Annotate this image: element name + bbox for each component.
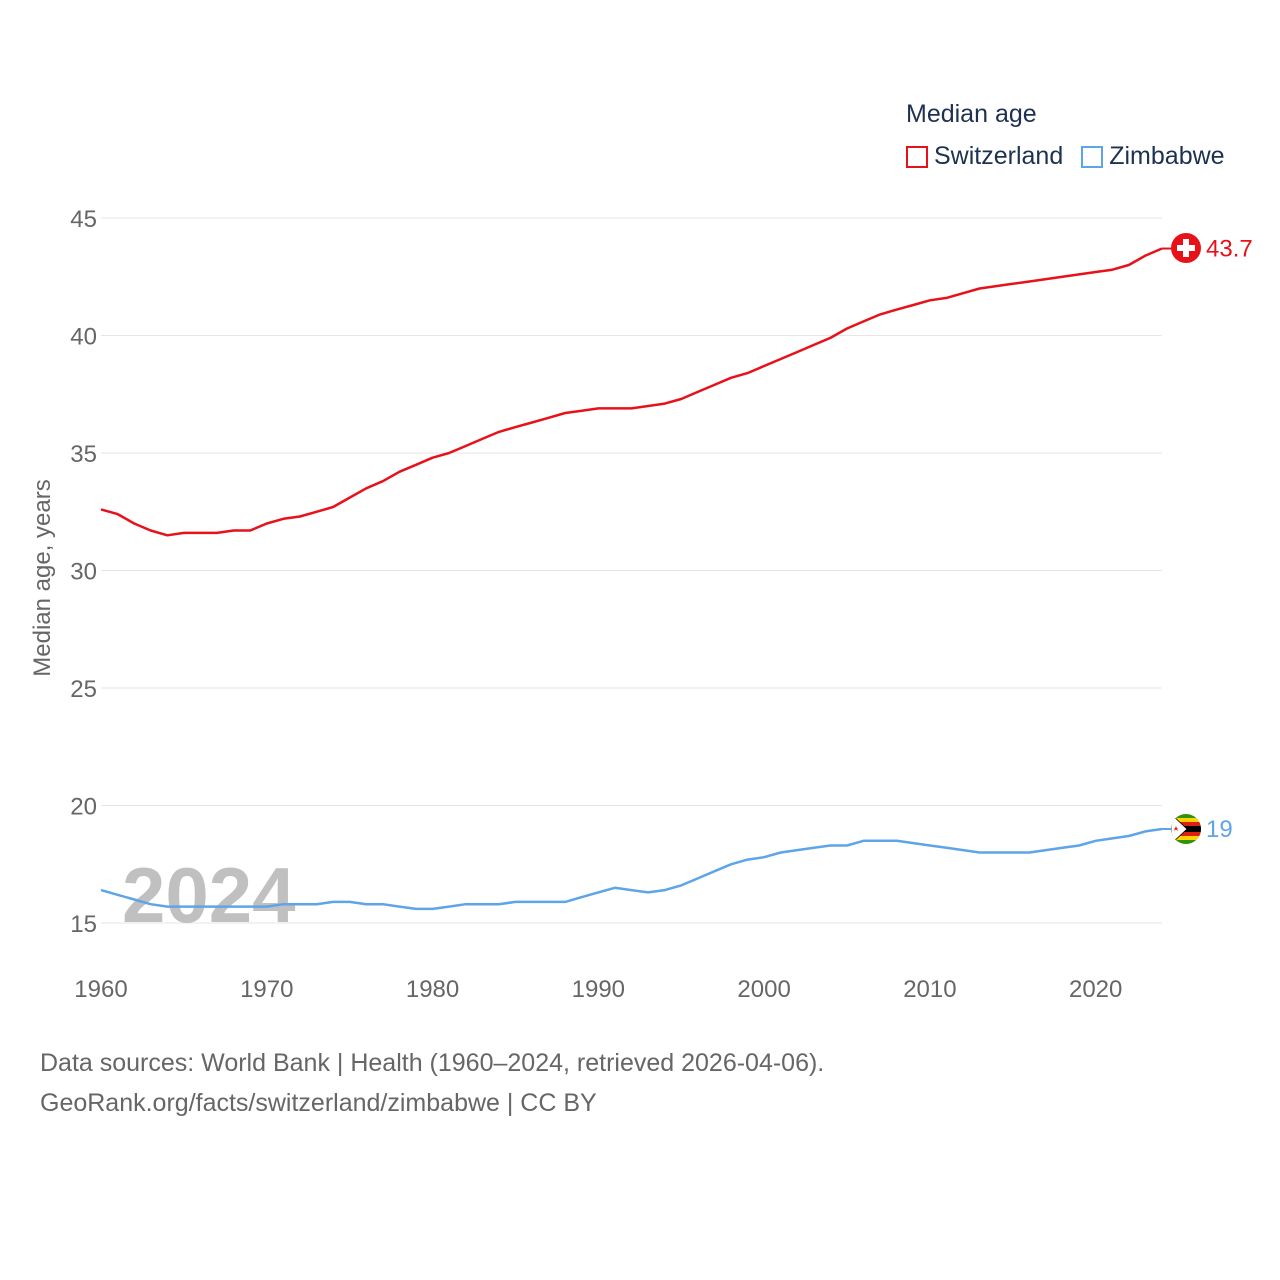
year-overlay: 2024 bbox=[122, 851, 296, 939]
series-line-zimbabwe bbox=[100, 827, 1163, 911]
end-labels: 43.7 19 bbox=[1206, 236, 1253, 843]
legend-swatch-zimbabwe bbox=[1081, 145, 1104, 168]
end-label-zimbabwe: 19 bbox=[1206, 816, 1233, 843]
y-tick-label-45: 45 bbox=[70, 206, 97, 233]
end-markers bbox=[1171, 233, 1201, 844]
y-axis-label: Median age, years bbox=[29, 479, 56, 676]
x-tick-label-1990: 1990 bbox=[572, 976, 625, 1003]
x-tick-label-1960: 1960 bbox=[74, 976, 127, 1003]
y-tick-label-35: 35 bbox=[70, 441, 97, 468]
x-tick-label-1970: 1970 bbox=[240, 976, 293, 1003]
source-line-2[interactable]: GeoRank.org/facts/switzerland/zimbabwe |… bbox=[40, 1089, 597, 1117]
legend-item-switzerland[interactable]: Switzerland bbox=[906, 142, 1063, 171]
x-axis-ticks: 1960 1970 1980 1990 2000 2010 2020 bbox=[74, 976, 1122, 1003]
series-line-switzerland bbox=[100, 247, 1163, 537]
legend-title: Median age bbox=[906, 100, 1037, 128]
legend-swatch-switzerland bbox=[906, 145, 928, 168]
x-tick-label-2000: 2000 bbox=[737, 976, 790, 1003]
source-line-1: Data sources: World Bank | Health (1960–… bbox=[40, 1049, 825, 1077]
x-tick-label-2010: 2010 bbox=[903, 976, 956, 1003]
legend-label-switzerland: Switzerland bbox=[934, 142, 1064, 170]
zimbabwe-flag-icon bbox=[1171, 814, 1201, 844]
y-tick-label-20: 20 bbox=[70, 794, 97, 821]
legend-item-zimbabwe[interactable]: Zimbabwe bbox=[1081, 142, 1225, 171]
y-tick-label-40: 40 bbox=[70, 324, 97, 351]
series-lines bbox=[100, 247, 1172, 911]
y-tick-label-25: 25 bbox=[70, 676, 97, 703]
end-label-switzerland: 43.7 bbox=[1206, 236, 1253, 263]
y-tick-label-30: 30 bbox=[70, 559, 97, 586]
x-tick-label-1980: 1980 bbox=[406, 976, 459, 1003]
y-tick-label-15: 15 bbox=[70, 911, 97, 938]
grid-lines bbox=[101, 217, 1162, 924]
legend-label-zimbabwe: Zimbabwe bbox=[1109, 142, 1225, 170]
legend: Switzerland Zimbabwe bbox=[906, 142, 1225, 171]
switzerland-flag-icon bbox=[1171, 233, 1201, 263]
source-note: Data sources: World Bank | Health (1960–… bbox=[40, 1043, 824, 1123]
x-tick-label-2020: 2020 bbox=[1069, 976, 1122, 1003]
y-axis-ticks: 15 20 25 30 35 40 45 bbox=[70, 206, 97, 938]
